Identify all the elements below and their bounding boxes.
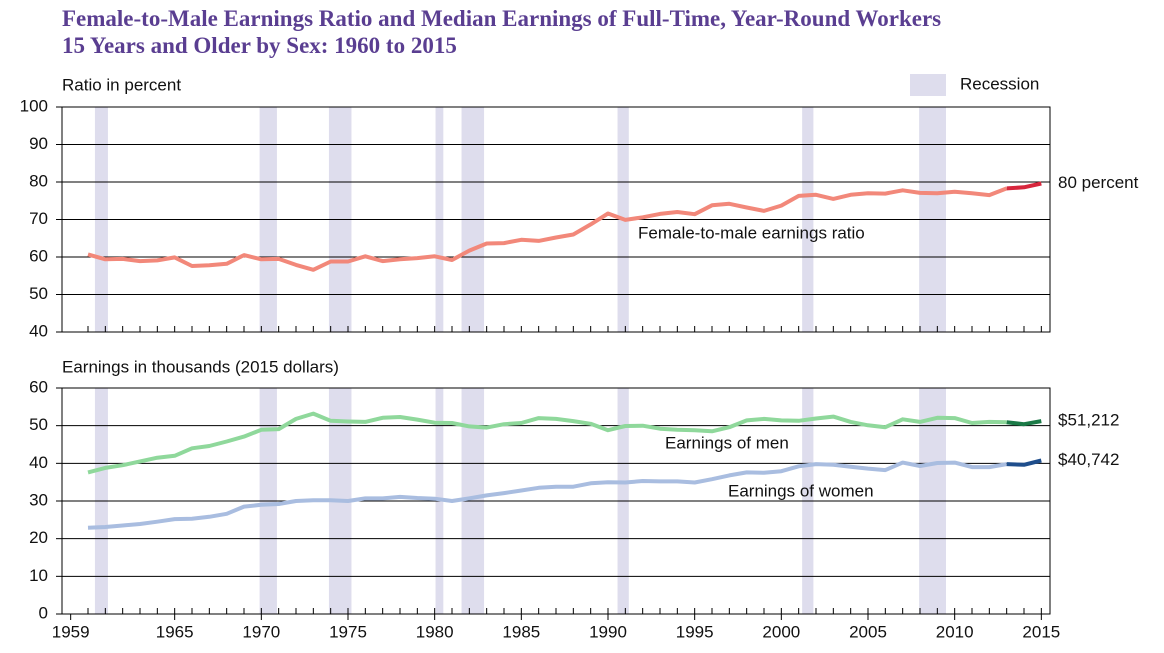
series-label: Earnings of women bbox=[728, 481, 874, 500]
x-tick-label: 2000 bbox=[762, 622, 800, 641]
series-label: Earnings of men bbox=[665, 433, 789, 452]
series-line bbox=[87, 460, 1008, 530]
y-tick-label: 40 bbox=[29, 321, 48, 340]
x-tick-label: 2005 bbox=[849, 622, 887, 641]
value-label: $40,742 bbox=[1058, 450, 1119, 469]
x-tick-label: 1970 bbox=[242, 622, 280, 641]
x-tick-label: 1980 bbox=[416, 622, 454, 641]
chart-title: Female-to-Male Earnings Ratio and Median… bbox=[62, 6, 941, 31]
y-tick-label: 10 bbox=[29, 566, 48, 585]
x-tick-label: 2015 bbox=[1022, 622, 1060, 641]
x-tick-label: 1990 bbox=[589, 622, 627, 641]
series-line-recent bbox=[1006, 181, 1042, 191]
y-tick-label: 20 bbox=[29, 528, 48, 547]
series-line-recent bbox=[1006, 419, 1042, 427]
x-tick-label: 2010 bbox=[936, 622, 974, 641]
series-line bbox=[87, 411, 1007, 475]
y-tick-label: 60 bbox=[29, 246, 48, 265]
y-tick-label: 100 bbox=[20, 96, 48, 115]
series-line-recent bbox=[1006, 458, 1042, 467]
x-tick-label: 1975 bbox=[329, 622, 367, 641]
y-axis-label: Ratio in percent bbox=[62, 75, 181, 94]
y-tick-label: 50 bbox=[29, 284, 48, 303]
series-label: Female-to-male earnings ratio bbox=[638, 223, 865, 242]
y-axis-label: Earnings in thousands (2015 dollars) bbox=[62, 357, 339, 376]
x-tick-label: 1995 bbox=[676, 622, 714, 641]
y-tick-label: 40 bbox=[29, 453, 48, 472]
series-line bbox=[87, 186, 1008, 272]
legend-swatch bbox=[910, 74, 946, 96]
value-label: 80 percent bbox=[1058, 173, 1139, 192]
y-tick-label: 50 bbox=[29, 415, 48, 434]
x-tick-label: 1965 bbox=[156, 622, 194, 641]
x-tick-label: 1985 bbox=[502, 622, 540, 641]
y-tick-label: 90 bbox=[29, 134, 48, 153]
x-tick-label: 1959 bbox=[52, 622, 90, 641]
value-label: $51,212 bbox=[1058, 411, 1119, 430]
y-tick-label: 60 bbox=[29, 377, 48, 396]
legend-label: Recession bbox=[960, 74, 1039, 93]
y-tick-label: 70 bbox=[29, 209, 48, 228]
chart-title: 15 Years and Older by Sex: 1960 to 2015 bbox=[62, 33, 457, 58]
y-tick-label: 0 bbox=[39, 603, 48, 622]
y-tick-label: 30 bbox=[29, 490, 48, 509]
y-tick-label: 80 bbox=[29, 171, 48, 190]
